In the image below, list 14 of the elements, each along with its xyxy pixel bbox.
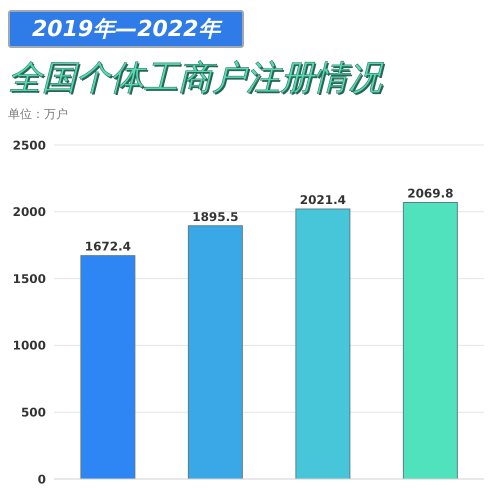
- chart-subtitle: 2019年—2022年: [32, 17, 220, 42]
- y-tick-label: 1500: [12, 272, 46, 286]
- y-tick-label: 2500: [12, 138, 46, 152]
- data-label: 1672.4: [84, 240, 132, 254]
- data-label: 2021.4: [300, 192, 346, 207]
- chart-title: 全国个体工商户注册情况: [8, 57, 385, 100]
- y-tick-label: 2000: [12, 205, 46, 220]
- y-tick-label: 500: [20, 405, 46, 420]
- y-tick-label: 1000: [12, 338, 46, 353]
- data-label: 1895.5: [192, 210, 239, 224]
- data-label: 2069.8: [407, 186, 454, 200]
- y-axis-title: 单位：万户: [8, 106, 69, 123]
- y-tick-label: 0: [38, 472, 46, 486]
- banner: 2019年—2022年: [8, 10, 244, 48]
